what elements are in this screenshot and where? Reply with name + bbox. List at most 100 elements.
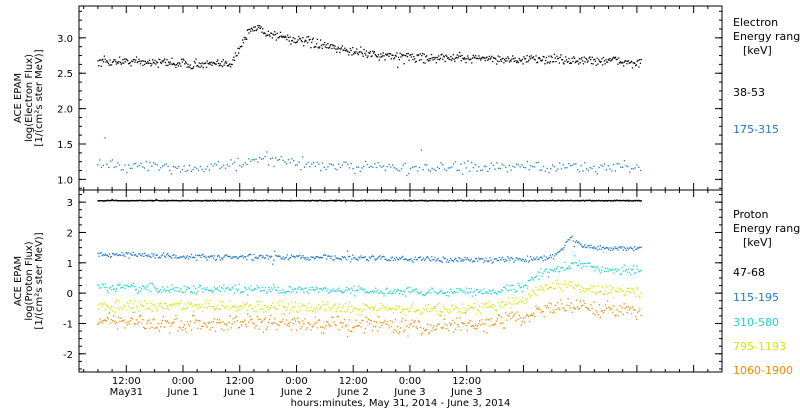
data-point [570,285,572,287]
data-point [422,62,425,64]
data-point [139,63,142,65]
data-point [350,311,352,314]
data-point [151,165,153,167]
data-point [520,324,522,326]
data-point [144,200,147,202]
data-point [503,164,505,167]
data-point [517,61,519,64]
data-point [545,56,548,59]
data-point [160,291,163,293]
data-point [549,311,552,313]
data-point [215,288,218,290]
data-point [254,287,256,290]
data-point [137,61,139,63]
data-point [530,296,532,298]
data-point [262,158,264,160]
data-point [389,307,391,309]
data-point [406,308,408,310]
data-point [541,275,543,277]
data-point [140,290,142,292]
data-point [560,299,562,301]
data-point [184,63,186,65]
data-point [133,300,135,302]
data-point [316,200,318,202]
data-point [210,61,212,63]
data-point [403,199,405,201]
data-point [298,306,300,308]
data-point [422,307,425,309]
data-point [322,200,325,202]
data-point [466,58,468,60]
data-point [350,261,352,263]
data-point [638,199,640,202]
data-point [259,254,261,257]
x-tick-label: 12:00 [452,376,481,387]
data-point [612,268,614,270]
data-point [172,63,174,65]
data-point [290,300,293,303]
data-point [255,311,257,313]
data-point [386,287,388,289]
data-point [354,200,356,202]
data-point [496,318,498,320]
data-point [496,162,498,164]
data-point [241,291,244,293]
data-point [563,307,565,310]
data-point [305,257,307,259]
data-point [483,288,485,290]
data-point [128,62,130,65]
data-point [475,313,478,315]
data-point [332,200,335,202]
data-point [630,269,633,271]
data-point [488,301,490,303]
data-point [616,309,618,311]
data-point [170,303,172,306]
data-point [505,312,507,314]
data-point [442,55,445,57]
data-point [475,257,478,260]
data-point [329,291,331,293]
data-point [477,289,479,291]
data-point [215,258,218,261]
data-point [529,294,531,297]
data-point [107,199,109,201]
data-point [305,40,307,42]
data-point [458,200,460,202]
data-point [637,200,639,202]
data-point [133,163,135,165]
data-point [122,254,124,257]
data-point [243,200,245,202]
data-point [447,167,449,169]
data-point [342,199,344,202]
data-point [635,64,637,67]
data-point [367,199,369,202]
data-point [478,166,480,168]
data-point [640,269,642,272]
data-point [174,303,176,305]
data-point [442,164,444,166]
data-point [318,163,320,165]
data-point [102,320,104,322]
data-point [180,320,182,322]
data-point [392,331,394,333]
data-point [193,66,195,68]
data-point [314,199,316,202]
data-point [159,289,161,291]
data-point [618,62,621,64]
data-point [499,306,502,308]
data-point [174,166,176,168]
data-point [636,199,638,202]
data-point [157,322,159,325]
data-point [386,166,388,168]
data-point [440,311,442,313]
data-point [131,60,133,62]
data-point [275,322,277,324]
data-point [243,36,245,39]
data-point [451,200,453,202]
data-point [163,199,165,202]
data-point [176,302,178,305]
data-point [238,327,241,329]
data-point [201,65,203,67]
data-point [487,58,490,60]
data-point [390,293,392,295]
